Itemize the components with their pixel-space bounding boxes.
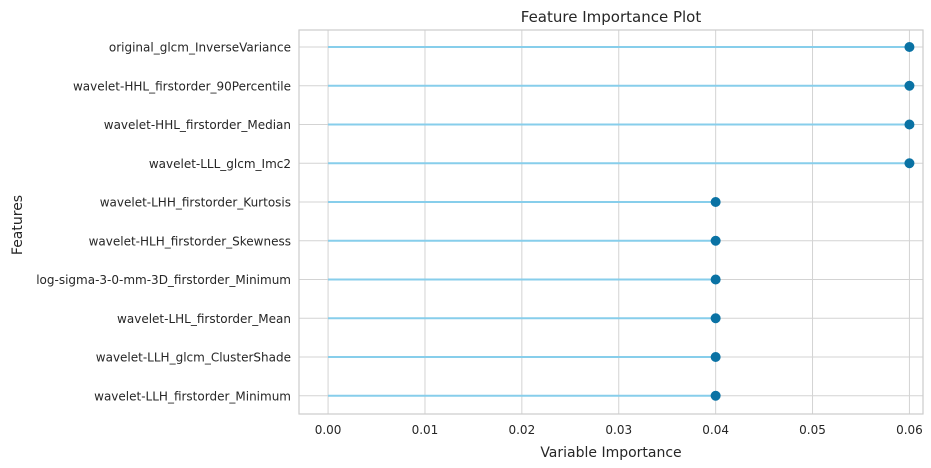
importance-point bbox=[710, 390, 721, 401]
x-tick-label: 0.03 bbox=[605, 423, 632, 437]
importance-point bbox=[710, 235, 721, 246]
feature-label: wavelet-HHL_firstorder_Median bbox=[104, 118, 291, 132]
points-layer bbox=[710, 42, 915, 401]
feature-label: wavelet-HLH_firstorder_Skewness bbox=[89, 234, 291, 248]
x-tick-label: 0.05 bbox=[799, 423, 826, 437]
importance-point bbox=[904, 80, 915, 91]
x-tick-label: 0.06 bbox=[896, 423, 923, 437]
x-tick-label: 0.02 bbox=[508, 423, 535, 437]
x-tick-labels: 0.00 0.01 0.02 0.03 0.04 0.05 0.06 bbox=[315, 423, 923, 437]
importance-point bbox=[904, 42, 915, 52]
importance-point bbox=[710, 274, 721, 285]
x-axis-label: Variable Importance bbox=[540, 445, 681, 461]
feature-label: original_glcm_InverseVariance bbox=[109, 41, 291, 55]
feature-label: wavelet-LLH_firstorder_Minimum bbox=[94, 389, 291, 403]
importance-point bbox=[904, 158, 915, 169]
feature-label: log-sigma-3-0-mm-3D_firstorder_Minimum bbox=[36, 273, 291, 287]
feature-label: wavelet-LLL_glcm_Imc2 bbox=[149, 157, 291, 171]
x-tick-label: 0.04 bbox=[702, 423, 729, 437]
importance-point bbox=[710, 197, 721, 207]
feature-label: wavelet-HHL_firstorder_90Percentile bbox=[73, 79, 291, 93]
stems-layer bbox=[328, 46, 910, 397]
feature-label: wavelet-LHH_firstorder_Kurtosis bbox=[100, 196, 291, 210]
plot-frame bbox=[298, 29, 924, 415]
y-tick-labels: original_glcm_InverseVariance wavelet-HHL… bbox=[36, 41, 291, 404]
y-axis-label: Features bbox=[10, 195, 26, 255]
x-tick-label: 0.00 bbox=[315, 423, 342, 437]
importance-point bbox=[710, 313, 721, 324]
x-tick-label: 0.01 bbox=[412, 423, 439, 437]
importance-point bbox=[710, 352, 721, 362]
importance-point bbox=[904, 119, 915, 130]
feature-label: wavelet-LHL_firstorder_Mean bbox=[117, 312, 291, 326]
feature-label: wavelet-LLH_glcm_ClusterShade bbox=[96, 351, 291, 365]
chart-title: Feature Importance Plot bbox=[521, 8, 702, 26]
